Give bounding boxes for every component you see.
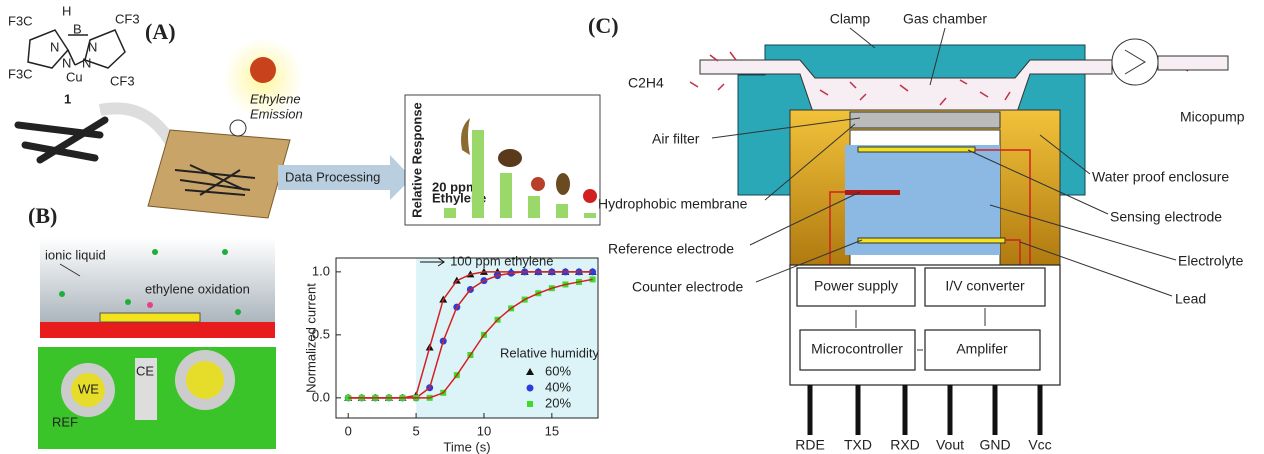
molecule-label: H [62,3,71,18]
fruit [498,149,522,167]
counter-electrode [858,238,1005,243]
marker [527,385,534,392]
x-tick-label: 5 [412,423,419,438]
block-label: I/V converter [945,278,1025,294]
label: Ethylene [250,91,301,106]
fruit [583,189,597,203]
legend-label: 60% [545,363,571,378]
reference-electrode [845,190,900,195]
pin-label: Vcc [1028,437,1051,453]
y-label: Relative Response [409,102,424,218]
label: Reference electrode [608,241,734,257]
y-label: Normalized current [303,283,318,393]
panel-label: (A) [145,19,176,44]
bar [584,213,596,218]
label: Air filter [652,131,700,147]
molecule-label: N [82,55,91,70]
panel-b: (B) ionic liquid ethylene oxidation WE C… [28,203,599,454]
molecule-label: N [62,55,71,70]
x-tick-label: 15 [545,423,559,438]
electrode [100,313,200,322]
pin-label: RXD [890,437,920,453]
nanotubes [18,120,105,160]
label: Sensing electrode [1110,209,1222,225]
meter [230,120,246,136]
label: Data Processing [285,169,380,184]
block-label: Amplifer [956,341,1008,357]
apple [250,57,276,83]
fruit [556,173,570,195]
panel-label: (B) [28,203,57,228]
sensing-electrode [858,147,975,152]
molecule-label: Cu [66,69,83,84]
molecule-label: CF3 [115,11,140,26]
pin-label: GND [979,437,1010,453]
pin-label: Vout [936,437,964,453]
bar-chart: Relative Response 20 ppm Ethylene [405,95,600,225]
x-tick-label: 10 [477,423,491,438]
bar [528,196,540,218]
y-tick-label: 1.0 [312,263,330,278]
electrode-label: WE [78,381,99,396]
bar [472,130,484,218]
molecule-label: F3C [8,13,33,28]
label: ethylene oxidation [145,281,250,296]
bar [556,204,568,218]
electrode-label: CE [136,363,154,378]
legend-label: 40% [545,379,571,394]
panel-label: (C) [588,13,619,38]
electrode [186,361,224,399]
pin-label: RDE [795,437,825,453]
molecule-label: 1 [64,91,71,106]
arrow [100,108,175,150]
label: Water proof enclosure [1092,169,1229,185]
bar [444,208,456,218]
block-label: Microcontroller [811,341,903,357]
molecule-label: N [88,39,97,54]
panel-c: (C) Power supply I/V converter Microcont… [588,11,1245,453]
molecule-label: F3C [8,66,33,81]
label: C2H4 [628,75,664,91]
legend-label: 20% [545,395,571,410]
label: Micopump [1180,109,1245,125]
pins [810,385,1040,435]
label: Clamp [830,11,871,27]
membrane [850,112,1000,128]
substrate [40,322,275,338]
label: Lead [1175,291,1206,307]
x-label: Time (s) [443,439,490,454]
block-label: Power supply [814,278,898,294]
label: Hydrophobic membrane [598,196,748,212]
label: Gas chamber [903,11,987,27]
molecule-label: N [50,39,59,54]
figure: (A) F3C CF3 F3C CF3 N N N N B H Cu 1 Eth… [0,0,1264,454]
label: ionic liquid [45,247,106,262]
molecule-label: B [73,21,82,36]
marker [527,401,533,407]
panel-a: (A) F3C CF3 F3C CF3 N N N N B H Cu 1 Eth… [8,3,600,225]
outlet [1158,56,1228,70]
molecule-label: CF3 [110,73,135,88]
legend-title: Relative humidity [500,345,599,360]
label: Electrolyte [1178,253,1244,269]
annotation: 100 ppm ethylene [450,253,553,268]
label: Counter electrode [632,279,744,295]
electrode-label: REF [52,414,78,429]
bar [500,173,512,218]
fruit [531,177,545,191]
x-tick-label: 0 [345,423,352,438]
pin-label: TXD [844,437,872,453]
pump [1112,39,1158,85]
label: Emission [250,106,303,121]
